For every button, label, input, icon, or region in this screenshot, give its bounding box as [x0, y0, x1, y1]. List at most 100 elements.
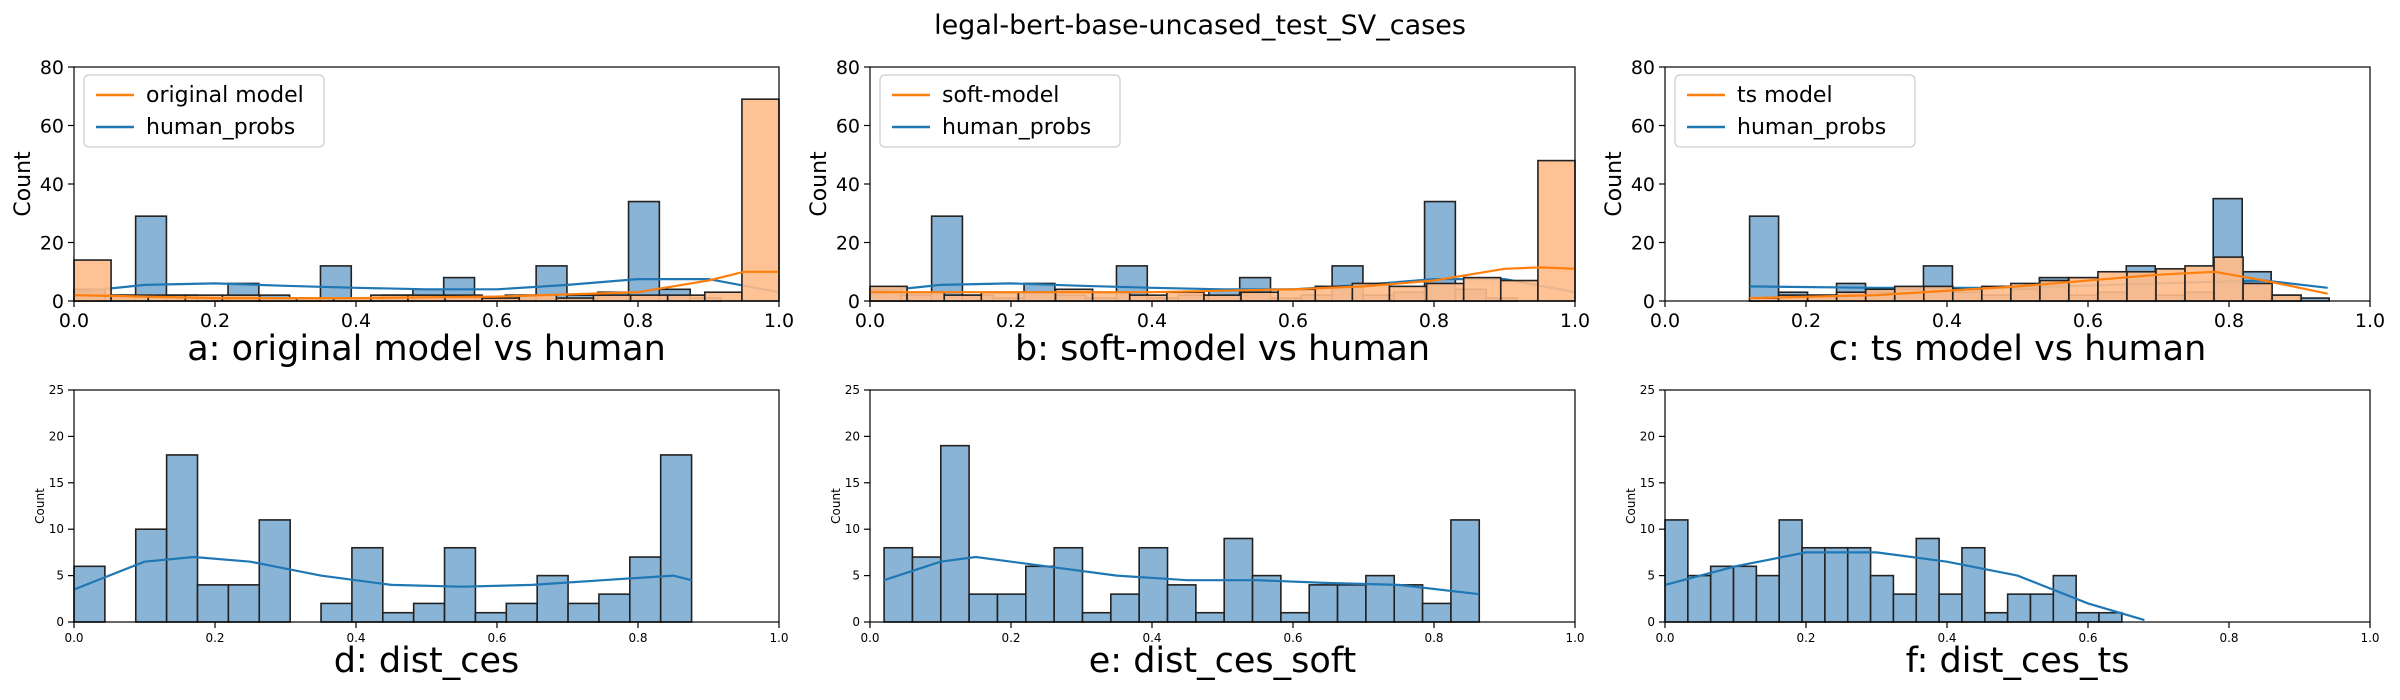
x-tick-label: 0.0	[855, 310, 885, 332]
histogram-bar	[1336, 584, 1367, 623]
histogram-bar	[1251, 574, 1282, 623]
histogram-bar	[627, 200, 661, 302]
x-tick-label: 1.0	[1560, 310, 1590, 332]
y-tick-label: 20	[40, 233, 64, 255]
y-tick-label: 10	[49, 522, 64, 536]
y-axis-label: Count	[11, 151, 36, 217]
y-tick-label: 60	[836, 116, 860, 138]
histogram-bar	[629, 556, 662, 623]
x-tick-label: 0.6	[2073, 310, 2103, 332]
histogram-bar	[1732, 565, 1758, 623]
histogram-bar	[1393, 584, 1424, 623]
x-tick-label: 0.0	[1655, 631, 1674, 645]
histogram-bar	[1824, 546, 1849, 623]
histogram-bar	[567, 602, 600, 623]
y-tick-label: 0	[848, 291, 860, 313]
x-tick-label: 0.6	[1278, 310, 1308, 332]
histogram-bar	[1499, 279, 1539, 302]
histogram-bar	[1128, 294, 1168, 302]
legend: original model human_probs	[83, 74, 325, 148]
histogram-bar	[592, 294, 632, 302]
histogram-bar	[165, 454, 199, 623]
histogram-bar	[1054, 288, 1094, 302]
axes-frame	[1664, 389, 2371, 623]
series-original-model	[73, 98, 780, 302]
histogram-bar	[1240, 291, 1279, 302]
legend-box	[879, 74, 1121, 148]
y-tick-label: 25	[49, 383, 64, 397]
x-tick-label: 0.0	[860, 631, 879, 645]
histogram-bar	[1755, 574, 1781, 623]
axes-frame	[73, 389, 780, 623]
x-tick-label: 0.4	[346, 631, 365, 645]
chart-panel-d: 0.0 0.2 0.4 0.6 0.8 1.0 0 5 10 15 20 25 Count d: dist…	[33, 383, 789, 681]
x-tick-label: 0.2	[996, 310, 1026, 332]
histogram-bar	[666, 294, 706, 302]
legend-label: original model	[146, 83, 304, 108]
legend-label: soft-model	[942, 83, 1059, 108]
histogram-bar	[2097, 270, 2128, 302]
y-tick-label: 15	[845, 476, 860, 490]
histogram-bar	[1892, 593, 1918, 623]
histogram-bar	[2213, 256, 2244, 302]
y-tick-label: 0	[56, 615, 64, 629]
legend-box	[83, 74, 325, 148]
series-dist-ces-ts	[1664, 519, 2145, 623]
kde-line	[73, 270, 779, 300]
x-tick-label: 1.0	[2360, 631, 2379, 645]
y-tick-label: 25	[845, 383, 860, 397]
y-tick-label: 0	[1643, 291, 1655, 313]
x-tick-label: 0.0	[1650, 310, 1680, 332]
y-tick-label: 20	[836, 233, 860, 255]
x-tick-label: 0.4	[1137, 310, 1167, 332]
y-tick-label: 15	[1640, 476, 1655, 490]
y-tick-label: 20	[1640, 429, 1655, 443]
histogram-bar	[1687, 574, 1712, 623]
histogram-bar	[1923, 285, 1954, 302]
x-tick-label: 0.4	[341, 310, 371, 332]
histogram-bar	[1081, 611, 1112, 623]
histogram-bar	[1801, 546, 1826, 623]
kde-line	[1664, 551, 2145, 622]
y-tick-label: 5	[56, 569, 64, 583]
panel-title: a: original model vs human	[187, 329, 666, 369]
histogram-bar	[319, 265, 353, 302]
histogram-bar	[996, 593, 1027, 623]
histogram-bar	[381, 611, 415, 623]
histogram-bar	[883, 546, 914, 623]
histogram-bar	[703, 291, 743, 302]
legend-label: human_probs	[1737, 115, 1886, 140]
x-tick-label: 1.0	[2355, 310, 2385, 332]
legend: soft-model human_probs	[879, 74, 1121, 148]
histogram-bar	[1421, 602, 1452, 623]
y-axis-label: Count	[1624, 488, 1638, 524]
y-tick-label: 0	[1647, 615, 1655, 629]
y-axis-label: Count	[807, 151, 832, 217]
y-tick-label: 5	[852, 569, 860, 583]
y-tick-label: 5	[1647, 569, 1655, 583]
histogram-bar	[1110, 593, 1140, 623]
histogram-bar	[505, 602, 538, 623]
histogram-bar	[320, 602, 353, 623]
y-tick-label: 25	[1640, 383, 1655, 397]
histogram-bar	[943, 294, 983, 302]
histogram-bar	[2098, 611, 2123, 623]
x-tick-label: 0.8	[1419, 310, 1449, 332]
histogram-bar	[1308, 584, 1339, 623]
histogram-bar	[1138, 546, 1169, 623]
histogram-bar	[1053, 546, 1084, 623]
histogram-bar	[2271, 294, 2302, 302]
legend-label: human_probs	[146, 115, 295, 140]
figure-suptitle: legal-bert-base-uncased_test_SV_cases	[934, 10, 1466, 41]
y-axis-label: Count	[829, 488, 843, 524]
x-tick-label: 0.8	[1424, 631, 1443, 645]
histogram-bar	[1195, 611, 1225, 623]
kde-line	[869, 278, 1576, 294]
x-tick-label: 0.0	[59, 310, 89, 332]
histogram-bar	[906, 291, 946, 302]
y-tick-label: 40	[40, 174, 64, 196]
x-tick-label: 0.4	[1932, 310, 1962, 332]
x-tick-label: 0.8	[2219, 631, 2238, 645]
y-axis-label: Count	[33, 488, 47, 524]
